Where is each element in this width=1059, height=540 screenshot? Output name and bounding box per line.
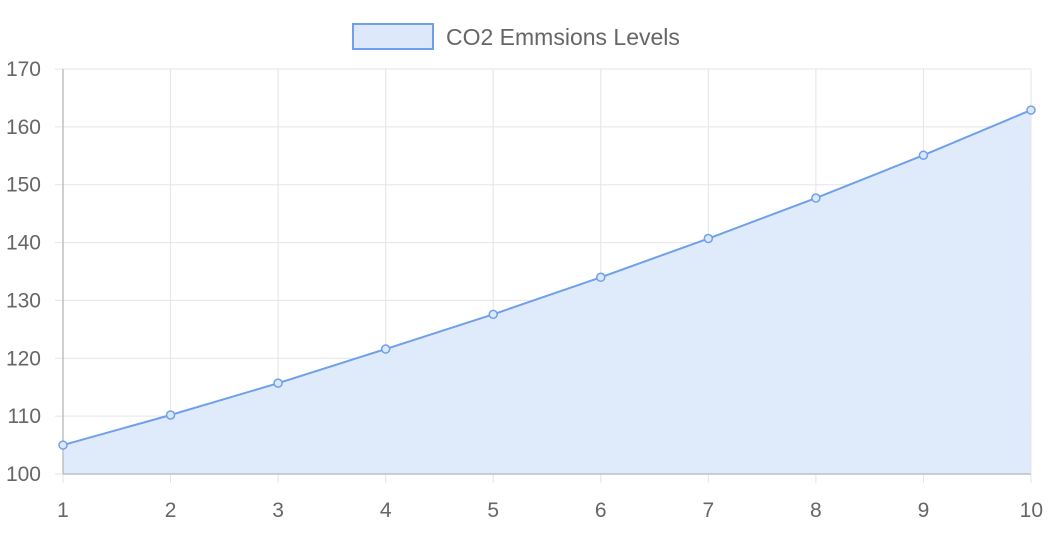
y-tick-label: 130 [6,289,41,312]
y-tick-label: 140 [6,232,41,255]
series-line-layer [62,109,1032,447]
legend[interactable]: CO2 Emmsions Levels [352,23,680,50]
y-tick-label: 160 [6,116,41,139]
x-tick-label: 8 [810,499,822,522]
area-fill-layer [63,110,1031,474]
series-line [62,109,1032,447]
data-point [1026,105,1036,115]
y-tick-label: 100 [6,463,41,486]
axes [62,69,1031,475]
data-point [596,272,606,283]
data-point [58,440,68,450]
x-tick-label: 1 [57,499,69,522]
x-tick-label: 6 [595,499,607,522]
x-tick-label: 5 [487,499,499,522]
y-axis-tick-labels: 100 110 120 130 140 150 160 170 [6,58,41,486]
x-tick-label: 7 [702,499,714,522]
legend-label[interactable]: CO2 Emmsions Levels [446,24,680,50]
y-tick-label: 120 [6,347,41,370]
legend-swatch[interactable] [352,23,434,50]
y-tick-label: 150 [6,174,41,197]
x-tick-label: 10 [1020,499,1043,522]
x-tick-label: 4 [380,499,392,522]
area-fill [63,110,1031,474]
data-point [811,193,821,203]
x-tick-label: 9 [918,499,930,522]
data-point [380,344,391,354]
data-point [488,309,498,320]
x-tick-label: 2 [165,499,177,522]
data-point [703,233,714,244]
x-axis-tick-labels: 1 2 3 4 5 6 7 8 9 10 [57,499,1043,522]
x-tick-label: 3 [272,499,284,522]
data-point [165,410,176,420]
y-tick-label: 110 [8,405,41,428]
data-points-layer [58,105,1036,450]
data-point [918,150,929,160]
y-tick-label: 170 [6,58,41,81]
data-point [273,378,283,388]
